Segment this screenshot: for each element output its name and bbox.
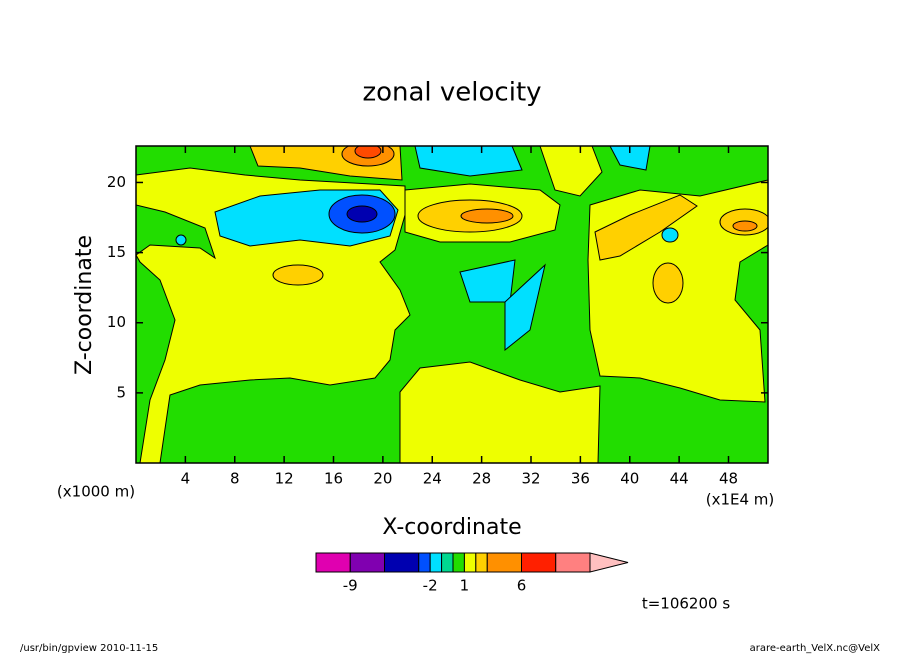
x-axis-unit: (x1E4 m): [706, 491, 775, 509]
colorbar-segment: [315, 552, 351, 573]
x-tick-label: 40: [620, 470, 639, 488]
colorbar-segment: [429, 552, 443, 573]
footer-right: arare-earth_VelX.nc@VelX: [750, 643, 881, 654]
x-axis-label: X-coordinate: [382, 515, 521, 540]
contour-field: [136, 146, 768, 463]
colorbar-segment: [349, 552, 385, 573]
colorbar-tick-label: -9: [343, 577, 358, 595]
colorbar-segment: [463, 552, 477, 573]
colorbar-segment: [475, 552, 488, 573]
y-axis-unit: (x1000 m): [57, 483, 135, 501]
footer-left: /usr/bin/gpview 2010-11-15: [20, 643, 158, 654]
colorbar-segment: [521, 552, 557, 573]
time-label: t=106200 s: [642, 595, 730, 613]
x-tick-label: 36: [571, 470, 590, 488]
colorbar-tick-label: 6: [517, 577, 527, 595]
x-tick-label: 48: [719, 470, 738, 488]
y-tick-label: 5: [116, 383, 126, 401]
x-tick-label: 20: [373, 470, 392, 488]
x-tick-label: 4: [181, 470, 191, 488]
plot-frame: [135, 145, 769, 464]
colorbar-segment: [452, 552, 465, 573]
chart-title: zonal velocity: [362, 78, 541, 108]
x-tick-label: 8: [230, 470, 240, 488]
colorbar-segment: [486, 552, 522, 573]
colorbar-segment: [384, 552, 420, 573]
y-tick-label: 10: [107, 313, 126, 331]
colorbar-extension: [589, 552, 629, 573]
y-tick-label: 20: [107, 173, 126, 191]
x-tick-label: 12: [275, 470, 294, 488]
x-tick-label: 24: [423, 470, 442, 488]
x-tick-label: 16: [324, 470, 343, 488]
colorbar-segment: [555, 552, 591, 573]
colorbar-tick-label: 1: [460, 577, 470, 595]
colorbar-segment: [418, 552, 431, 573]
colorbar-segment: [441, 552, 454, 573]
y-axis-label: Z-coordinate: [72, 235, 97, 375]
y-tick-label: 15: [107, 243, 126, 261]
colorbar-tick-label: -2: [423, 577, 438, 595]
x-tick-label: 28: [472, 470, 491, 488]
x-tick-label: 44: [670, 470, 689, 488]
x-tick-label: 32: [521, 470, 540, 488]
